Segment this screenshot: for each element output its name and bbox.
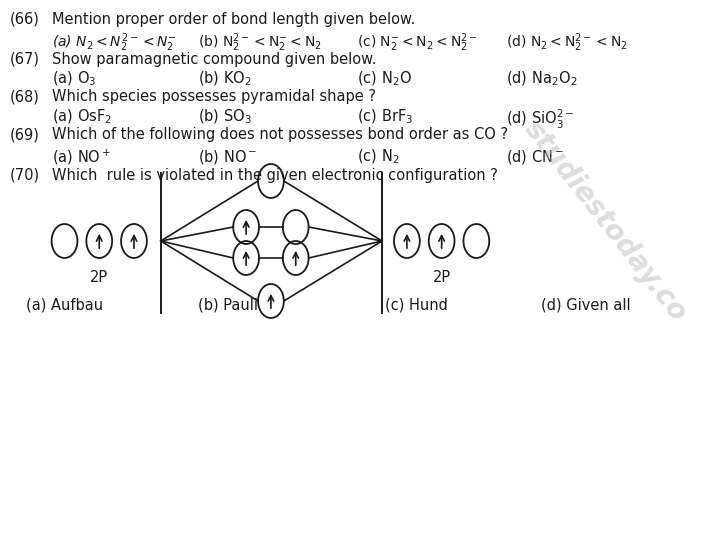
Text: (b) $\mathrm{SO_3}$: (b) $\mathrm{SO_3}$	[199, 108, 252, 126]
Text: (d) Given all: (d) Given all	[541, 297, 631, 312]
Text: (66): (66)	[10, 12, 40, 27]
Text: 2P: 2P	[90, 270, 108, 285]
Text: Show paramagnetic compound given below.: Show paramagnetic compound given below.	[51, 52, 376, 67]
Text: (a) $\mathrm{O_3}$: (a) $\mathrm{O_3}$	[51, 70, 96, 88]
Text: (c) $\mathrm{BrF_3}$: (c) $\mathrm{BrF_3}$	[358, 108, 413, 126]
Text: 2P: 2P	[433, 270, 450, 285]
Text: (68): (68)	[10, 89, 40, 104]
Text: (70): (70)	[10, 168, 40, 183]
Text: (b) $\mathrm{NO^-}$: (b) $\mathrm{NO^-}$	[199, 148, 258, 166]
Text: (d) $\mathrm{N_2 < N_2^{2-} < N_2}$: (d) $\mathrm{N_2 < N_2^{2-} < N_2}$	[506, 31, 628, 53]
Text: (a) Aufbau: (a) Aufbau	[26, 297, 103, 312]
Text: Which  rule is violated in the given electronic configuration ?: Which rule is violated in the given elec…	[51, 168, 498, 183]
Text: (a) $N_2 < N_2^{2-} < N_2^{-}$: (a) $N_2 < N_2^{2-} < N_2^{-}$	[51, 31, 177, 53]
Text: Mention proper order of bond length given below.: Mention proper order of bond length give…	[51, 12, 415, 27]
Text: Which of the following does not possesses bond order as CO ?: Which of the following does not possesse…	[51, 127, 508, 142]
Text: Which species possesses pyramidal shape ?: Which species possesses pyramidal shape …	[51, 89, 375, 104]
Text: (b) $\mathrm{KO_2}$: (b) $\mathrm{KO_2}$	[199, 70, 252, 88]
Text: (67): (67)	[10, 52, 40, 67]
Text: (a) $\mathrm{NO^+}$: (a) $\mathrm{NO^+}$	[51, 148, 111, 168]
Text: (b) Pauli: (b) Pauli	[198, 297, 258, 312]
Text: (c) Hund: (c) Hund	[385, 297, 448, 312]
Text: (a) $\mathrm{OsF_2}$: (a) $\mathrm{OsF_2}$	[51, 108, 112, 126]
Text: (69): (69)	[10, 127, 40, 142]
Text: (c) $\mathrm{N_2}$: (c) $\mathrm{N_2}$	[358, 148, 400, 166]
Text: (d) $\mathrm{SiO_3^{2-}}$: (d) $\mathrm{SiO_3^{2-}}$	[506, 108, 574, 131]
Text: (c) $\mathrm{N_2^{-} < N_2 < N_2^{2-}}$: (c) $\mathrm{N_2^{-} < N_2 < N_2^{2-}}$	[358, 31, 478, 53]
Text: (b) $\mathrm{N_2^{2-} < N_2^{-} < N_2}$: (b) $\mathrm{N_2^{2-} < N_2^{-} < N_2}$	[199, 31, 322, 53]
Text: studiestoday.co: studiestoday.co	[518, 115, 692, 327]
Text: (d) $\mathrm{Na_2O_2}$: (d) $\mathrm{Na_2O_2}$	[506, 70, 578, 88]
Text: (d) $\mathrm{CN^-}$: (d) $\mathrm{CN^-}$	[506, 148, 564, 166]
Text: (c) $\mathrm{N_2O}$: (c) $\mathrm{N_2O}$	[358, 70, 412, 88]
